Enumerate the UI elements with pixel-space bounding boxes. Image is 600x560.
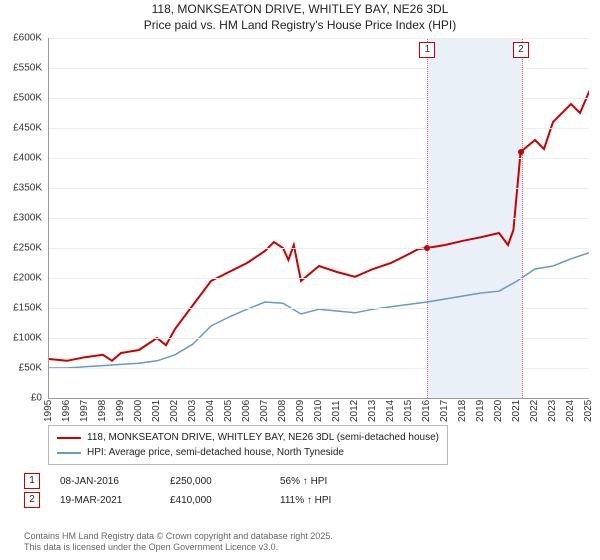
x-tick: 2007 <box>259 400 270 422</box>
event-price-1: £410,000 <box>170 495 260 506</box>
x-tick: 1999 <box>115 400 126 422</box>
x-tick: 2002 <box>169 400 180 422</box>
y-tick: £400K <box>2 153 42 164</box>
event-num-0: 1 <box>24 473 40 489</box>
x-tick: 1995 <box>43 400 54 422</box>
plot-area: 12 <box>48 38 589 399</box>
gridline <box>49 308 589 309</box>
x-tick: 2024 <box>565 400 576 422</box>
legend: 118, MONKSEATON DRIVE, WHITLEY BAY, NE26… <box>48 425 448 465</box>
x-tick: 2001 <box>151 400 162 422</box>
chart-title: 118, MONKSEATON DRIVE, WHITLEY BAY, NE26… <box>0 0 600 33</box>
x-tick: 2022 <box>529 400 540 422</box>
x-tick: 1998 <box>97 400 108 422</box>
sale-marker-label: 2 <box>513 42 529 58</box>
y-tick: £600K <box>2 33 42 44</box>
x-tick: 2005 <box>223 400 234 422</box>
y-tick: £350K <box>2 183 42 194</box>
x-tick: 2018 <box>457 400 468 422</box>
y-tick: £150K <box>2 303 42 314</box>
footer-line-1: Contains HM Land Registry data © Crown c… <box>24 531 333 543</box>
gridline <box>49 158 589 159</box>
y-tick: £450K <box>2 123 42 134</box>
chart-area: £0£50K£100K£150K£200K£250K£300K£350K£400… <box>8 38 592 418</box>
x-tick: 2023 <box>547 400 558 422</box>
x-tick: 2015 <box>403 400 414 422</box>
sale-marker-dot <box>424 245 430 251</box>
series-line <box>49 92 589 361</box>
x-tick: 2000 <box>133 400 144 422</box>
sale-marker-label: 1 <box>419 42 435 58</box>
sale-marker-dot <box>518 149 524 155</box>
x-tick: 2010 <box>313 400 324 422</box>
title-line-2: Price paid vs. HM Land Registry's House … <box>0 18 600 34</box>
x-tick: 2011 <box>331 400 342 422</box>
x-tick: 2006 <box>241 400 252 422</box>
legend-row-1: HPI: Average price, semi-detached house,… <box>57 445 439 460</box>
x-tick: 1996 <box>61 400 72 422</box>
x-tick: 2019 <box>475 400 486 422</box>
legend-label-0: 118, MONKSEATON DRIVE, WHITLEY BAY, NE26… <box>87 430 439 445</box>
title-line-1: 118, MONKSEATON DRIVE, WHITLEY BAY, NE26… <box>0 2 600 18</box>
event-pct-1: 111% ↑ HPI <box>280 495 370 506</box>
events-table: 1 08-JAN-2016 £250,000 56% ↑ HPI 2 19-MA… <box>24 470 370 511</box>
y-tick: £550K <box>2 63 42 74</box>
legend-label-1: HPI: Average price, semi-detached house,… <box>87 445 344 460</box>
chart-container: 118, MONKSEATON DRIVE, WHITLEY BAY, NE26… <box>0 0 600 560</box>
event-pct-0: 56% ↑ HPI <box>280 476 370 487</box>
y-tick: £50K <box>2 363 42 374</box>
x-tick: 2017 <box>439 400 450 422</box>
event-row-0: 1 08-JAN-2016 £250,000 56% ↑ HPI <box>24 473 370 489</box>
event-row-1: 2 19-MAR-2021 £410,000 111% ↑ HPI <box>24 492 370 508</box>
x-tick: 2004 <box>205 400 216 422</box>
x-tick: 1997 <box>79 400 90 422</box>
event-num-1: 2 <box>24 492 40 508</box>
y-axis: £0£50K£100K£150K£200K£250K£300K£350K£400… <box>8 38 44 398</box>
gridline <box>49 128 589 129</box>
x-tick: 2021 <box>511 400 522 422</box>
event-date-1: 19-MAR-2021 <box>60 495 150 506</box>
gridline <box>49 278 589 279</box>
gridline <box>49 218 589 219</box>
y-tick: £300K <box>2 213 42 224</box>
x-tick: 2003 <box>187 400 198 422</box>
gridline <box>49 338 589 339</box>
legend-row-0: 118, MONKSEATON DRIVE, WHITLEY BAY, NE26… <box>57 430 439 445</box>
x-tick: 2012 <box>349 400 360 422</box>
y-tick: £250K <box>2 243 42 254</box>
y-tick: £0 <box>2 393 42 404</box>
event-price-0: £250,000 <box>170 476 260 487</box>
y-tick: £500K <box>2 93 42 104</box>
legend-swatch-1 <box>57 452 81 454</box>
gridline <box>49 98 589 99</box>
gridline <box>49 368 589 369</box>
footer: Contains HM Land Registry data © Crown c… <box>24 531 333 554</box>
legend-swatch-0 <box>57 437 81 439</box>
gridline <box>49 188 589 189</box>
gridline <box>49 248 589 249</box>
footer-line-2: This data is licensed under the Open Gov… <box>24 542 333 554</box>
gridline <box>49 38 589 39</box>
y-tick: £100K <box>2 333 42 344</box>
x-tick: 2008 <box>277 400 288 422</box>
x-tick: 2020 <box>493 400 504 422</box>
x-tick: 2013 <box>367 400 378 422</box>
x-tick: 2016 <box>421 400 432 422</box>
x-tick: 2025 <box>583 400 594 422</box>
event-date-0: 08-JAN-2016 <box>60 476 150 487</box>
x-tick: 2009 <box>295 400 306 422</box>
gridline <box>49 68 589 69</box>
x-tick: 2014 <box>385 400 396 422</box>
y-tick: £200K <box>2 273 42 284</box>
